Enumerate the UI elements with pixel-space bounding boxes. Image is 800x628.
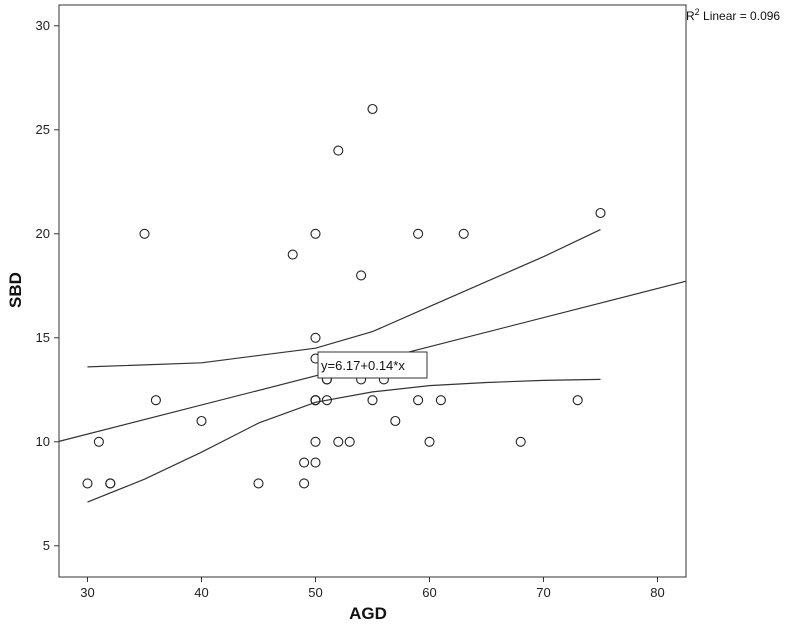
- data-point: [572, 395, 583, 406]
- equation-box-frame: [317, 351, 428, 379]
- y-tick-label: 5: [43, 538, 50, 553]
- data-point: [367, 103, 378, 115]
- data-point: [435, 395, 446, 406]
- data-point: [321, 395, 332, 406]
- x-axis-ticks: 30 40 50 60 70 80: [80, 577, 665, 600]
- equation-label: y=6.17+0.14*x: [321, 358, 405, 373]
- data-point: [333, 145, 344, 156]
- data-point: [150, 395, 161, 406]
- plot-frame: [58, 4, 687, 578]
- data-point: [253, 478, 264, 489]
- confidence-lower-curve: [87, 378, 601, 503]
- data-point: [424, 436, 435, 447]
- data-point: [310, 332, 321, 343]
- data-point: [515, 436, 526, 447]
- y-tick-label: 10: [36, 434, 50, 449]
- r2-label: R2 Linear = 0.096: [686, 7, 780, 23]
- data-point: [310, 395, 321, 406]
- r2-suffix: Linear = 0.096: [700, 9, 781, 23]
- data-point: [299, 478, 310, 489]
- x-tick-label: 30: [80, 585, 94, 600]
- x-tick-label: 50: [308, 585, 322, 600]
- y-tick-label: 20: [36, 226, 50, 241]
- data-point: [139, 228, 150, 239]
- data-point: [196, 415, 207, 427]
- equation-box: y=6.17+0.14*x: [317, 351, 428, 379]
- data-point: [310, 457, 321, 468]
- data-point: [333, 436, 344, 447]
- data-point: [344, 436, 355, 447]
- data-point: [458, 228, 469, 239]
- data-point: [287, 249, 298, 260]
- x-tick-label: 60: [422, 585, 436, 600]
- data-point: [413, 395, 424, 406]
- x-tick-label: 40: [194, 585, 208, 600]
- x-axis-title: AGD: [349, 604, 387, 623]
- data-point: [356, 270, 367, 281]
- data-points: [82, 103, 606, 489]
- confidence-upper-curve: [87, 229, 601, 368]
- y-tick-label: 25: [36, 122, 50, 137]
- data-point: [390, 415, 401, 427]
- x-tick-label: 80: [650, 585, 664, 600]
- data-point: [310, 228, 321, 239]
- data-point: [93, 436, 104, 447]
- data-point: [82, 478, 93, 489]
- data-point: [105, 478, 116, 489]
- y-tick-label: 30: [36, 18, 50, 33]
- r2-prefix: R: [686, 9, 695, 23]
- y-axis-ticks: 5 10 15 20 25 30: [36, 18, 59, 553]
- r2-superscript: 2: [695, 7, 700, 17]
- data-point: [413, 228, 424, 239]
- y-axis-title: SBD: [6, 272, 25, 308]
- data-point: [595, 207, 606, 219]
- data-point: [367, 395, 378, 406]
- x-tick-label: 70: [536, 585, 550, 600]
- data-point: [310, 436, 321, 447]
- y-tick-label: 15: [36, 330, 50, 345]
- data-point: [299, 457, 310, 468]
